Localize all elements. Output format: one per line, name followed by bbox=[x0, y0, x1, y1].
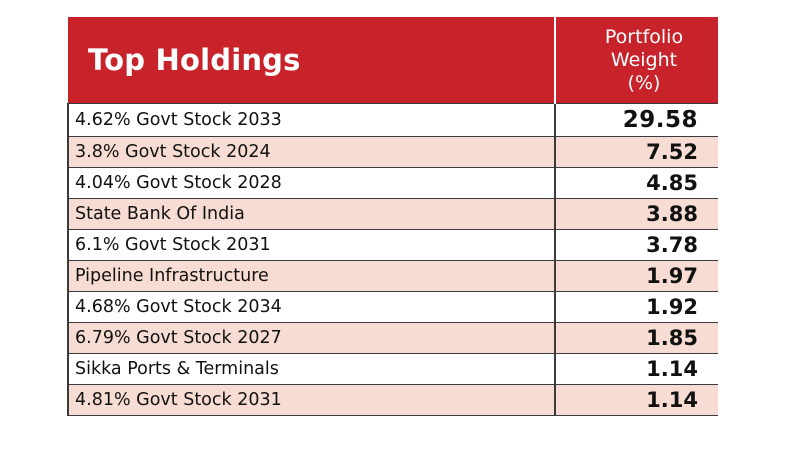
table-row: 4.04% Govt Stock 2028 4.85 bbox=[67, 167, 718, 199]
holding-name: 6.79% Govt Stock 2027 bbox=[67, 322, 556, 354]
holding-weight: 29.58 bbox=[555, 103, 718, 137]
holdings-table-container: Top Holdings Portfolio Weight (%) 4.62% … bbox=[67, 17, 718, 416]
table-row: 6.79% Govt Stock 2027 1.85 bbox=[67, 322, 718, 354]
holding-name: Pipeline Infrastructure bbox=[67, 260, 556, 292]
weight-header-line-3: (%) bbox=[627, 71, 661, 94]
table-title: Top Holdings bbox=[68, 17, 556, 104]
table-row: 4.81% Govt Stock 2031 1.14 bbox=[67, 384, 718, 416]
weight-header-line-2: Weight bbox=[610, 48, 678, 71]
holding-name: 4.62% Govt Stock 2033 bbox=[67, 103, 556, 137]
table-row: Sikka Ports & Terminals 1.14 bbox=[67, 353, 718, 385]
holding-name: 4.68% Govt Stock 2034 bbox=[67, 291, 556, 323]
table-header: Top Holdings Portfolio Weight (%) bbox=[68, 17, 718, 104]
table-row: 4.62% Govt Stock 2033 29.58 bbox=[67, 103, 718, 137]
header-row: Top Holdings Portfolio Weight (%) bbox=[68, 17, 718, 104]
holding-name: 4.81% Govt Stock 2031 bbox=[67, 384, 556, 416]
holding-name: 3.8% Govt Stock 2024 bbox=[67, 136, 556, 168]
holding-name: Sikka Ports & Terminals bbox=[67, 353, 556, 385]
holding-name: State Bank Of India bbox=[67, 198, 556, 230]
weight-column-header: Portfolio Weight (%) bbox=[555, 17, 718, 104]
table-row: Pipeline Infrastructure 1.97 bbox=[67, 260, 718, 292]
holding-name: 6.1% Govt Stock 2031 bbox=[67, 229, 556, 261]
holding-weight: 1.14 bbox=[555, 384, 718, 416]
holding-weight: 7.52 bbox=[555, 136, 718, 168]
holding-weight: 3.88 bbox=[555, 198, 718, 230]
holding-weight: 3.78 bbox=[555, 229, 718, 261]
weight-header-line-1: Portfolio bbox=[604, 25, 684, 48]
holding-weight: 1.85 bbox=[555, 322, 718, 354]
holding-weight: 1.92 bbox=[555, 291, 718, 323]
holding-name: 4.04% Govt Stock 2028 bbox=[67, 167, 556, 199]
table-row: 6.1% Govt Stock 2031 3.78 bbox=[67, 229, 718, 261]
holding-weight: 1.97 bbox=[555, 260, 718, 292]
table-row: State Bank Of India 3.88 bbox=[67, 198, 718, 230]
table-row: 4.68% Govt Stock 2034 1.92 bbox=[67, 291, 718, 323]
holding-weight: 4.85 bbox=[555, 167, 718, 199]
holding-weight: 1.14 bbox=[555, 353, 718, 385]
holdings-table: Top Holdings Portfolio Weight (%) 4.62% … bbox=[67, 17, 718, 416]
table-row: 3.8% Govt Stock 2024 7.52 bbox=[67, 136, 718, 168]
table-body: 4.62% Govt Stock 2033 29.58 3.8% Govt St… bbox=[67, 103, 718, 416]
